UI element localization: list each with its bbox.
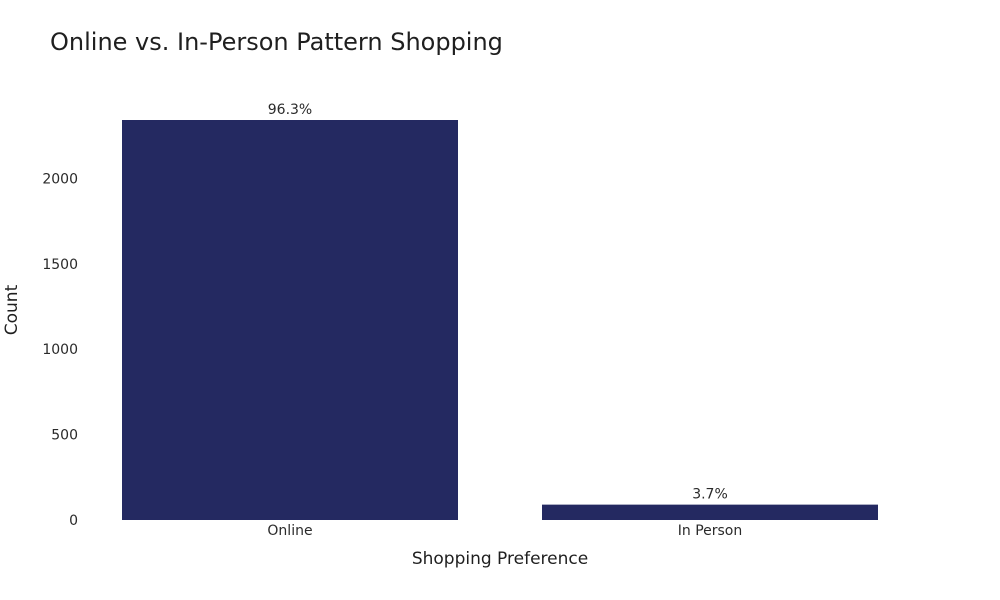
y-tick-label: 1000 [42,342,78,358]
y-tick-label: 500 [51,428,78,444]
data-labels-group: 96.3% 3.7% [268,102,728,503]
y-tick-label: 1500 [42,257,78,273]
y-tick-label: 2000 [42,171,78,187]
chart-title: Online vs. In-Person Pattern Shopping [50,28,503,56]
bar-online [122,120,458,520]
y-axis-title: Count [2,284,22,335]
x-axis-title: Shopping Preference [412,549,588,569]
ticks-group: Online In Person 0 500 1000 1500 2000 [42,171,742,539]
data-label-online: 96.3% [268,102,312,118]
x-tick-label: Online [267,523,312,539]
x-tick-label: In Person [678,523,743,539]
data-label-in-person: 3.7% [692,487,728,503]
bar-in-person [542,504,878,520]
y-tick-label: 0 [69,513,78,529]
bars-group [122,120,878,520]
